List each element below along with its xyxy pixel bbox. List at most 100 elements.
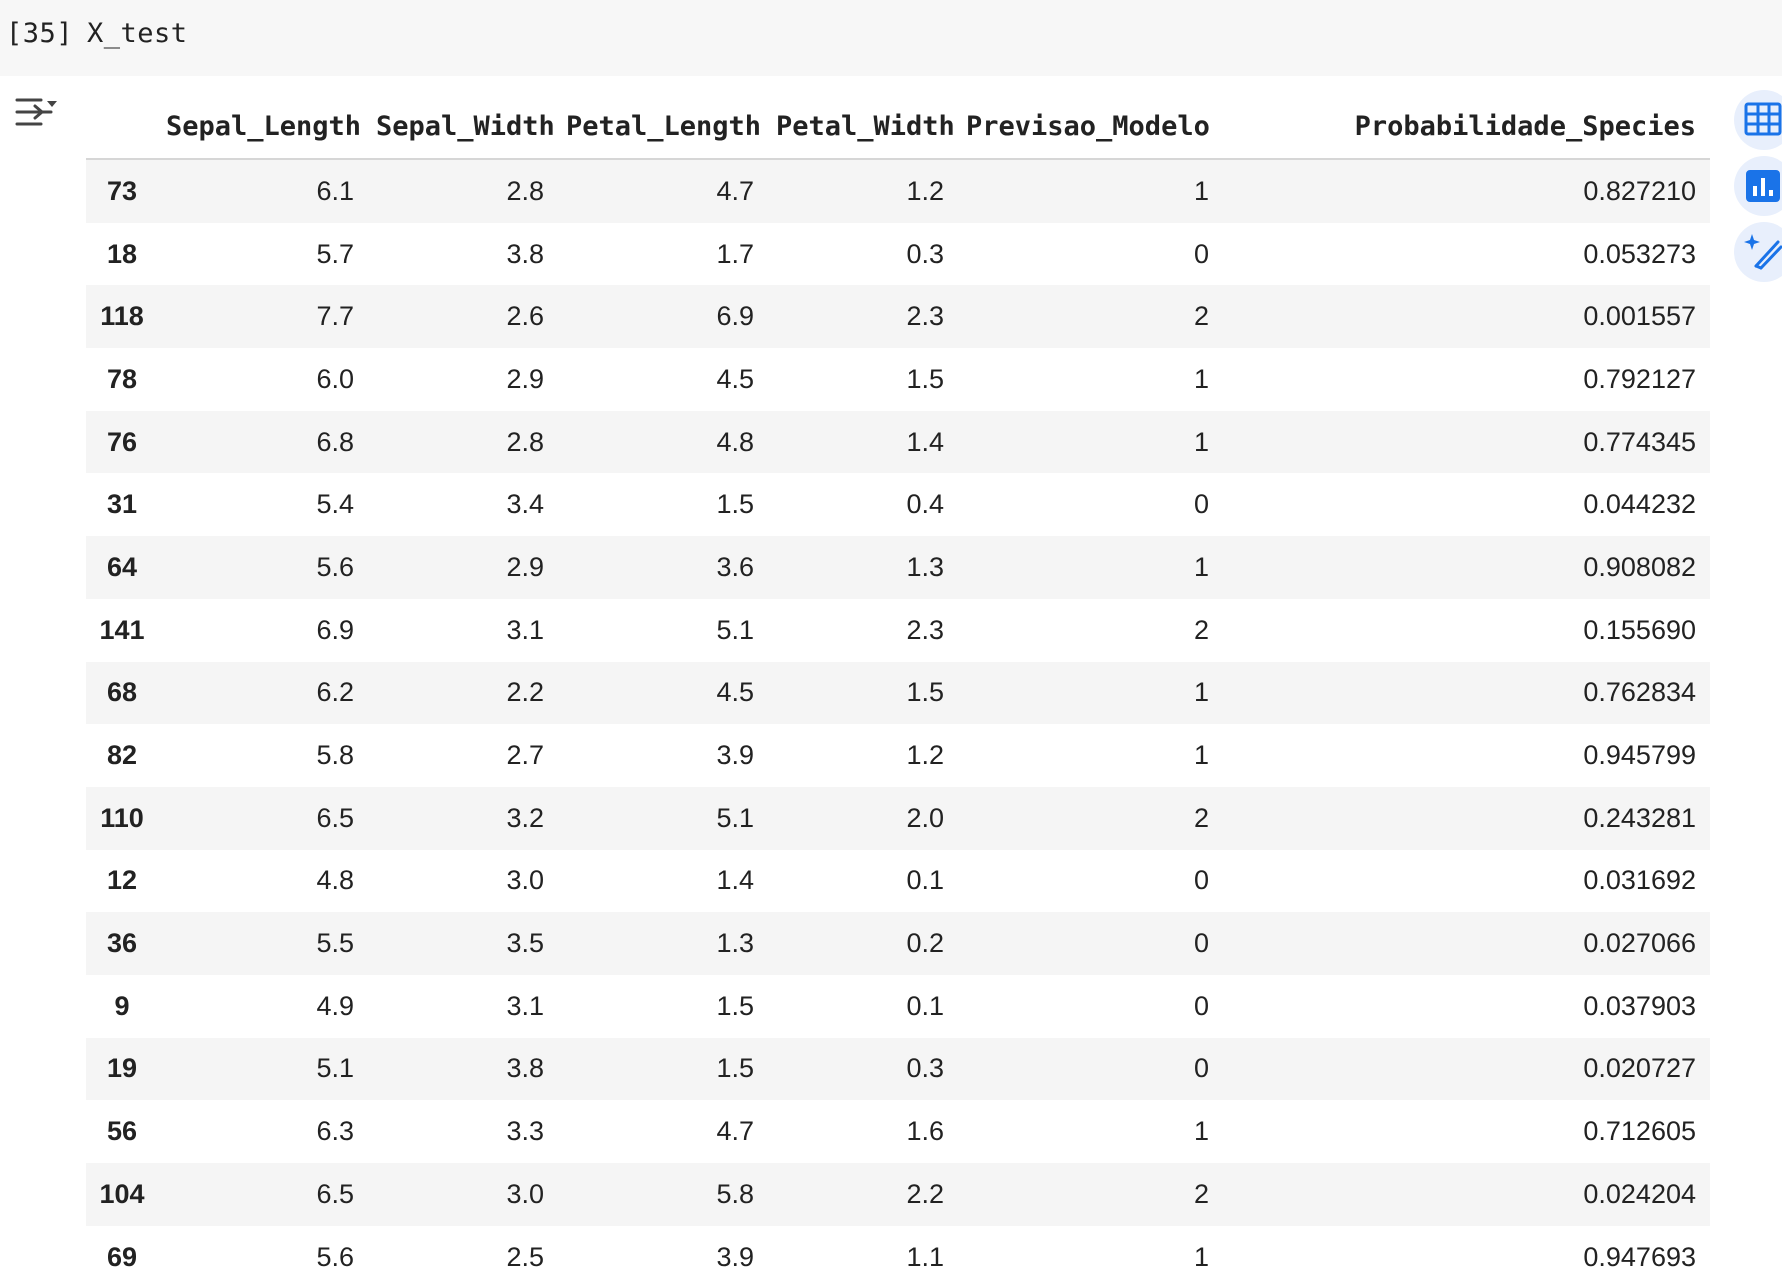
table-cell: 0 — [958, 1037, 1223, 1101]
table-row: 82 5.8 2.7 3.9 1.2 1 0.945799 — [86, 724, 1710, 787]
table-cell: 4.9 — [158, 974, 368, 1038]
table-cell: 1.4 — [558, 849, 768, 913]
table-row: 78 6.0 2.9 4.5 1.5 1 0.792127 — [86, 348, 1710, 411]
table-cell: 0.4 — [768, 473, 958, 537]
column-header: Sepal_Length — [158, 94, 368, 160]
execution-count: [35] — [6, 18, 74, 49]
row-index: 73 — [86, 159, 158, 223]
table-cell: 0.027066 — [1223, 912, 1710, 975]
table-cell: 1 — [958, 348, 1223, 411]
table-cell: 6.0 — [158, 348, 368, 411]
table-cell: 2.2 — [768, 1163, 958, 1226]
table-cell: 3.5 — [368, 912, 558, 975]
cell-code[interactable]: X_test — [87, 18, 188, 49]
table-cell: 0.947693 — [1223, 1225, 1710, 1288]
magic-wand-icon — [1744, 234, 1782, 270]
table-cell: 0.044232 — [1223, 473, 1710, 537]
table-cell: 1.6 — [768, 1100, 958, 1163]
row-index: 104 — [86, 1163, 158, 1226]
table-cell: 4.5 — [558, 348, 768, 411]
table-cell: 0 — [958, 912, 1223, 975]
table-row: 118 7.7 2.6 6.9 2.3 2 0.001557 — [86, 285, 1710, 349]
table-cell: 1.5 — [558, 1037, 768, 1101]
row-index: 76 — [86, 410, 158, 474]
table-view-button[interactable] — [1734, 90, 1782, 150]
column-header: Petal_Width — [768, 94, 958, 160]
table-cell: 0.024204 — [1223, 1163, 1710, 1226]
table-cell: 0.037903 — [1223, 974, 1710, 1038]
table-row: 19 5.1 3.8 1.5 0.3 0 0.020727 — [86, 1037, 1710, 1101]
table-row: 9 4.9 3.1 1.5 0.1 0 0.037903 — [86, 974, 1710, 1038]
table-header-row: Sepal_Length Sepal_Width Petal_Length Petal… — [86, 94, 1710, 160]
table-cell: 1.3 — [768, 536, 958, 599]
table-cell: 5.6 — [158, 536, 368, 599]
table-row: 56 6.3 3.3 4.7 1.6 1 0.712605 — [86, 1100, 1710, 1163]
table-cell: 0.001557 — [1223, 285, 1710, 349]
table-cell: 1.2 — [768, 159, 958, 223]
row-index: 31 — [86, 473, 158, 537]
row-index: 12 — [86, 849, 158, 913]
suggest-chart-button[interactable] — [1734, 156, 1782, 216]
table-cell: 6.9 — [158, 598, 368, 662]
table-row: 104 6.5 3.0 5.8 2.2 2 0.024204 — [86, 1163, 1710, 1226]
table-cell: 1 — [958, 724, 1223, 787]
dataframe-table: Sepal_Length Sepal_Width Petal_Length Petal… — [86, 94, 1710, 1288]
table-cell: 3.8 — [368, 222, 558, 286]
magic-edit-button[interactable] — [1734, 222, 1782, 282]
table-cell: 0.2 — [768, 912, 958, 975]
row-index: 9 — [86, 974, 158, 1038]
table-cell: 0.908082 — [1223, 536, 1710, 599]
table-icon — [1744, 102, 1782, 136]
table-cell: 0.1 — [768, 849, 958, 913]
table-cell: 0.031692 — [1223, 849, 1710, 913]
output-options-icon[interactable] — [14, 92, 60, 132]
table-cell: 6.3 — [158, 1100, 368, 1163]
column-header: Sepal_Width — [368, 94, 558, 160]
row-index: 82 — [86, 724, 158, 787]
row-index: 36 — [86, 912, 158, 975]
table-cell: 0.243281 — [1223, 786, 1710, 850]
table-cell: 6.2 — [158, 661, 368, 725]
table-cell: 2.0 — [768, 786, 958, 850]
row-index: 56 — [86, 1100, 158, 1163]
row-index: 18 — [86, 222, 158, 286]
table-cell: 3.9 — [558, 724, 768, 787]
table-cell: 5.5 — [158, 912, 368, 975]
table-cell: 0.762834 — [1223, 661, 1710, 725]
table-cell: 0.792127 — [1223, 348, 1710, 411]
table-cell: 4.8 — [558, 410, 768, 474]
table-cell: 4.7 — [558, 159, 768, 223]
table-cell: 2.7 — [368, 724, 558, 787]
table-row: 141 6.9 3.1 5.1 2.3 2 0.155690 — [86, 598, 1710, 662]
table-cell: 3.4 — [368, 473, 558, 537]
table-cell: 6.5 — [158, 786, 368, 850]
table-cell: 5.1 — [558, 786, 768, 850]
table-cell: 2.3 — [768, 285, 958, 349]
table-cell: 2.8 — [368, 410, 558, 474]
table-cell: 0 — [958, 974, 1223, 1038]
table-cell: 0.774345 — [1223, 410, 1710, 474]
table-cell: 2.2 — [368, 661, 558, 725]
row-index: 69 — [86, 1225, 158, 1288]
table-cell: 5.1 — [558, 598, 768, 662]
table-cell: 0.3 — [768, 222, 958, 286]
table-cell: 3.1 — [368, 598, 558, 662]
table-cell: 2.9 — [368, 536, 558, 599]
table-cell: 5.4 — [158, 473, 368, 537]
table-cell: 0.053273 — [1223, 222, 1710, 286]
column-header: Petal_Length — [558, 94, 768, 160]
table-cell: 0 — [958, 473, 1223, 537]
table-cell: 6.8 — [158, 410, 368, 474]
table-cell: 4.8 — [158, 849, 368, 913]
table-cell: 1.5 — [558, 473, 768, 537]
table-cell: 1 — [958, 1100, 1223, 1163]
table-cell: 1 — [958, 410, 1223, 474]
table-cell: 0.3 — [768, 1037, 958, 1101]
table-cell: 2 — [958, 1163, 1223, 1226]
table-cell: 0.945799 — [1223, 724, 1710, 787]
table-cell: 2.8 — [368, 159, 558, 223]
code-cell-input[interactable]: [35] X_test — [0, 0, 1782, 76]
table-cell: 1 — [958, 159, 1223, 223]
table-cell: 5.8 — [558, 1163, 768, 1226]
table-row: 12 4.8 3.0 1.4 0.1 0 0.031692 — [86, 849, 1710, 913]
